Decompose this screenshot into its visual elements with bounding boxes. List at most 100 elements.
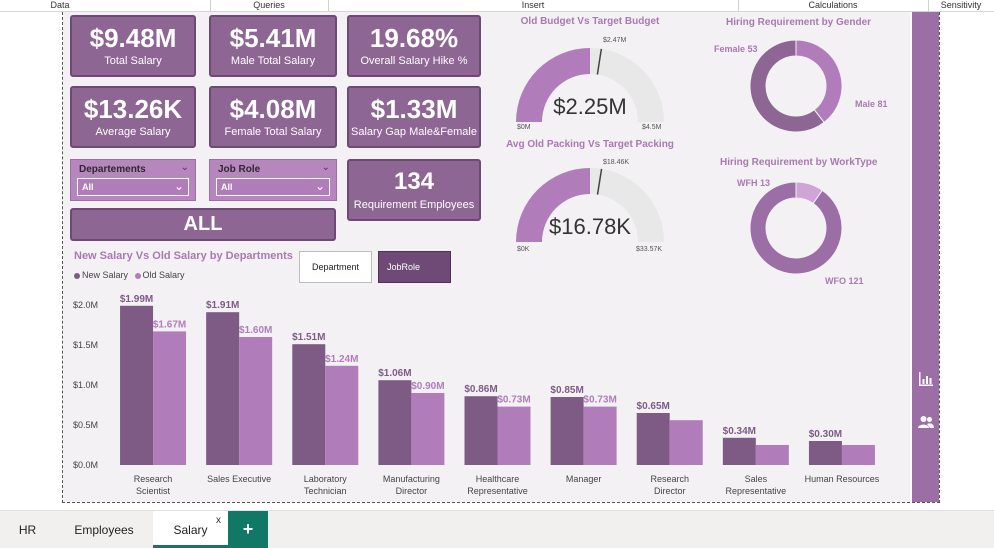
kpi-label: Overall Salary Hike %: [360, 55, 468, 67]
x-tick-label: Research: [650, 474, 689, 484]
kpi-label: Female Total Salary: [224, 126, 322, 138]
kpi-overall-salary-hike: 19.68% Overall Salary Hike %: [347, 15, 481, 77]
ribbon-divider: [928, 0, 929, 12]
gauge-title: Old Budget Vs Target Budget: [520, 16, 660, 27]
bar-old-salary[interactable]: [583, 406, 617, 465]
slicer-title: Job Role: [218, 164, 261, 175]
ribbon-divider: [328, 0, 329, 12]
kpi-value: $5.41M: [229, 23, 317, 53]
y-tick-label: $0.5M: [73, 420, 98, 430]
chevron-down-icon[interactable]: ⌄: [173, 179, 184, 193]
departments-dropdown[interactable]: All ⌄: [77, 178, 189, 196]
chevron-down-icon[interactable]: ⌄: [314, 179, 325, 193]
gauge-value: $2.25M: [553, 94, 627, 119]
donut-title: Hiring Requirement by WorkType: [720, 157, 878, 168]
kpi-label: Salary Gap Male&Female: [351, 126, 477, 138]
ribbon-group-labels: Data Queries Insert Calculations Sensiti…: [0, 0, 994, 12]
data-label: $1.24M: [325, 354, 358, 365]
bar-new-salary[interactable]: [292, 344, 326, 465]
bar-chart-icon[interactable]: [917, 370, 935, 388]
bar-new-salary[interactable]: [464, 396, 498, 465]
y-tick-label: $1.0M: [73, 380, 98, 390]
all-button[interactable]: ALL: [70, 208, 336, 241]
donut-slice[interactable]: [749, 39, 825, 133]
bar-old-salary[interactable]: [325, 365, 359, 465]
y-tick-label: $1.5M: [73, 340, 98, 350]
legend-old-salary: Old Salary: [142, 270, 185, 280]
bar-old-salary[interactable]: [755, 445, 789, 465]
legend-old-salary-dot: [134, 272, 141, 279]
close-icon[interactable]: x: [216, 515, 221, 526]
kpi-label: Requirement Employees: [353, 199, 475, 211]
x-tick-label: Laboratory: [304, 474, 348, 484]
data-label: $0.90M: [411, 381, 444, 392]
data-label: $0.73M: [497, 395, 530, 406]
x-tick-label: Human Resources: [805, 474, 880, 484]
dropdown-value: All: [221, 182, 233, 192]
slicer-jobrole[interactable]: Job Role ⌄ All ⌄: [209, 159, 337, 201]
gender-donut: [749, 39, 843, 133]
donut-slice-label: Male 81: [855, 99, 888, 109]
kpi-requirement-employees: 134 Requirement Employees: [347, 159, 481, 221]
data-label: $1.06M: [378, 368, 411, 379]
bar-old-salary[interactable]: [153, 331, 187, 465]
tab-employees[interactable]: Employees: [74, 523, 134, 537]
right-rail: [912, 12, 939, 502]
bar-new-salary[interactable]: [808, 441, 842, 465]
bar-old-salary[interactable]: [239, 337, 273, 465]
data-label: $1.67M: [153, 319, 186, 330]
tab-hr[interactable]: HR: [18, 523, 37, 537]
gauge-fill: [516, 48, 590, 122]
donut-slice[interactable]: [795, 39, 843, 124]
donut-slice[interactable]: [749, 181, 843, 275]
x-tick-label: Sales Executive: [207, 474, 271, 484]
page-tab-bar: HR Employees Salary x +: [0, 510, 994, 548]
data-label: $1.60M: [239, 325, 272, 336]
ribbon-group-queries: Queries: [253, 0, 285, 10]
tab-salary[interactable]: Salary: [153, 511, 228, 548]
people-icon[interactable]: [917, 413, 935, 431]
kpi-female-total-salary: $4.08M Female Total Salary: [209, 86, 337, 148]
data-label: $0.73M: [583, 395, 616, 406]
y-tick-label: $0.0M: [73, 460, 98, 470]
jobrole-toggle-button[interactable]: JobRole: [378, 251, 451, 283]
bar-new-salary[interactable]: [636, 413, 670, 465]
data-label: $0.86M: [464, 384, 497, 395]
jobrole-dropdown[interactable]: All ⌄: [216, 178, 330, 196]
bar-new-salary[interactable]: [206, 312, 240, 465]
legend-new-salary-dot: [74, 272, 80, 279]
worktype-donut: [749, 181, 843, 275]
bar-old-salary[interactable]: [841, 445, 875, 465]
ribbon-group-data: Data: [50, 0, 70, 10]
bar-new-salary[interactable]: [378, 380, 412, 465]
kpi-label: Average Salary: [95, 126, 171, 138]
department-toggle-button[interactable]: Department: [299, 251, 372, 283]
data-label: $0.34M: [723, 426, 756, 437]
slicer-departments[interactable]: Departements ⌄ All ⌄: [70, 159, 196, 201]
add-page-button[interactable]: +: [228, 511, 268, 548]
bar-new-salary[interactable]: [722, 437, 756, 465]
bar-new-salary[interactable]: [120, 305, 154, 465]
chevron-down-icon[interactable]: ⌄: [321, 162, 330, 173]
chevron-down-icon[interactable]: ⌄: [180, 162, 189, 173]
bar-old-salary[interactable]: [669, 420, 703, 465]
gauge-target-marker: [596, 168, 603, 195]
x-tick-label: Representative: [467, 486, 528, 496]
bar-old-salary[interactable]: [411, 393, 445, 465]
data-label: $1.51M: [292, 332, 325, 343]
kpi-value: $4.08M: [229, 94, 317, 124]
x-tick-label: Research: [134, 474, 173, 484]
budget-gauge: [516, 48, 664, 122]
gauge-min-label: $0K: [517, 246, 530, 253]
bar-new-salary[interactable]: [550, 397, 584, 465]
legend-new-salary: New Salary: [82, 270, 129, 280]
dropdown-value: All: [82, 182, 94, 192]
donut-slice-label: WFO 121: [825, 276, 864, 286]
kpi-value: 134: [393, 168, 435, 195]
ribbon-group-calculations: Calculations: [808, 0, 858, 10]
bar-old-salary[interactable]: [497, 406, 531, 465]
ribbon-divider: [210, 0, 211, 12]
x-tick-label: Manager: [566, 474, 602, 484]
packing-gauge: [516, 168, 664, 242]
gauge-value: $16.78K: [549, 214, 631, 239]
